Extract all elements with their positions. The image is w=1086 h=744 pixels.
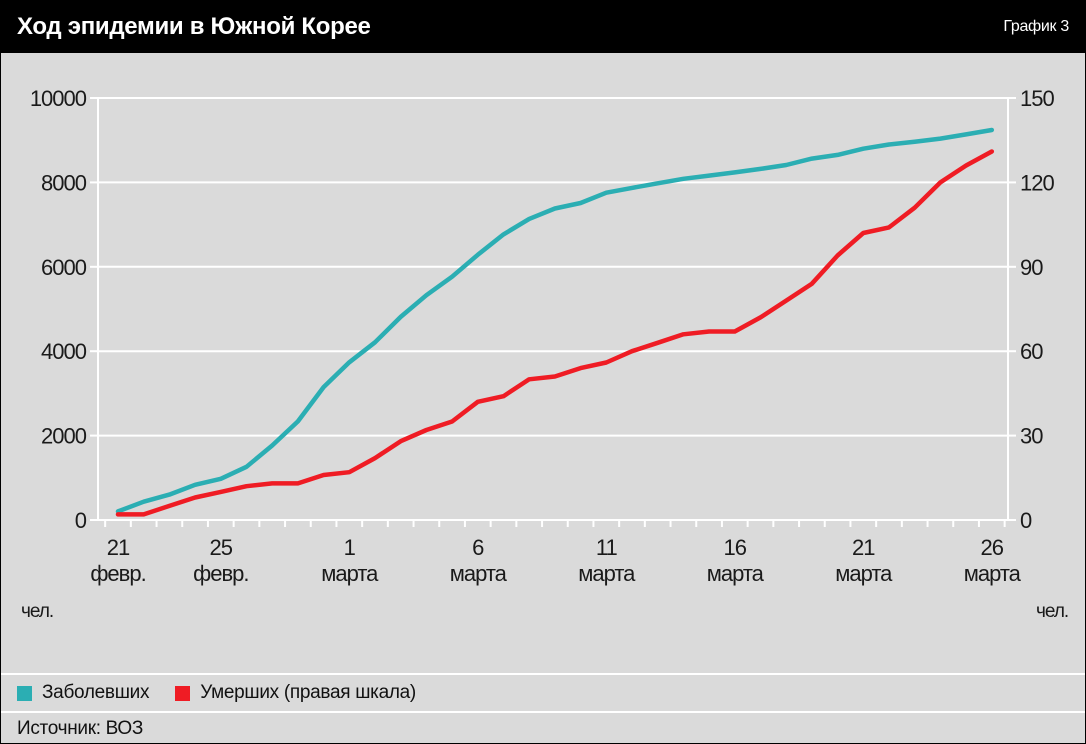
x-axis-day-label: 26: [981, 535, 1004, 560]
y-axis-right-label: 150: [1020, 86, 1054, 111]
x-axis-day-label: 21: [852, 535, 875, 560]
x-axis-day-label: 21: [107, 535, 130, 560]
x-axis-day-label: 1: [344, 535, 356, 560]
title-bar: Ход эпидемии в Южной Корее График 3: [1, 1, 1085, 53]
y-axis-left-label: 0: [75, 508, 87, 533]
x-axis-month-label: марта: [450, 561, 508, 586]
deaths-color-swatch: [175, 685, 191, 701]
x-axis-day-label: 11: [596, 535, 618, 560]
chart-number-label: График 3: [1003, 18, 1069, 35]
x-axis-month-label: марта: [835, 561, 893, 586]
cases-color-swatch: [17, 685, 32, 701]
x-axis-month-label: марта: [578, 561, 636, 586]
legend-item-cases: Заболевших: [17, 682, 149, 704]
epidemic-line-chart: 0200040006000800010000030609012015021фев…: [21, 86, 1069, 622]
x-axis-month-label: марта: [707, 561, 765, 586]
x-axis-day-label: 6: [472, 535, 484, 560]
y-axis-right-label: 90: [1020, 255, 1043, 280]
legend-label-deaths: Умерших (правая шкала): [200, 682, 416, 703]
y-axis-right-label: 120: [1020, 170, 1054, 195]
x-axis-day-label: 16: [724, 535, 747, 560]
x-axis-month-label: февр.: [90, 561, 145, 586]
y-axis-left-label: 4000: [41, 339, 87, 364]
y-axis-left-label: 10000: [30, 86, 87, 111]
right-axis-unit-label: чел.: [1036, 601, 1068, 622]
x-axis-day-label: 25: [210, 535, 233, 560]
y-axis-left-label: 8000: [41, 170, 87, 195]
deaths-series-line: [115, 149, 995, 517]
y-axis-right-label: 0: [1020, 508, 1032, 533]
x-axis-month-label: марта: [321, 561, 379, 586]
y-axis-right-label: 60: [1020, 339, 1043, 364]
y-axis-left-label: 2000: [41, 424, 87, 449]
y-axis-left-label: 6000: [41, 255, 87, 280]
y-axis-right-label: 30: [1020, 424, 1043, 449]
page-title: Ход эпидемии в Южной Корее: [17, 13, 371, 40]
left-axis-unit-label: чел.: [21, 601, 53, 622]
legend-label-cases: Заболевших: [42, 682, 150, 703]
chart-legend: Заболевших Умерших (правая шкала): [1, 673, 1085, 711]
x-axis-month-label: февр.: [193, 561, 248, 586]
cases-series-line: [115, 127, 995, 514]
x-axis-month-label: марта: [964, 561, 1022, 586]
legend-item-deaths: Умерших (правая шкала): [175, 682, 416, 704]
source-line: Источник: ВОЗ: [1, 711, 1085, 743]
